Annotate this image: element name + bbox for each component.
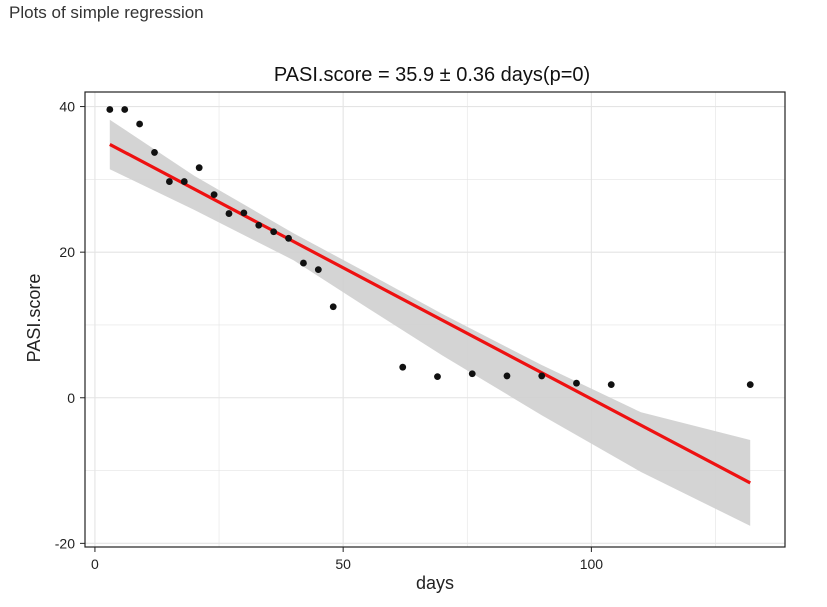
data-point [136, 120, 144, 128]
chart-title: PASI.score = 35.9 ± 0.36 days(p=0) [274, 64, 590, 86]
data-point [300, 259, 307, 267]
data-point [746, 381, 754, 389]
data-point [240, 209, 248, 217]
confidence-band-layer [109, 119, 751, 526]
data-point [270, 228, 278, 236]
data-point [180, 178, 188, 185]
y-tick-label: 40 [59, 99, 75, 115]
axis-ticks: 0 50 100 -20 0 20 40 [55, 99, 604, 572]
data-point [573, 379, 580, 387]
page-heading: Plots of simple regression [9, 3, 204, 22]
confidence-band [109, 119, 751, 526]
data-point [151, 149, 158, 156]
data-point [468, 370, 476, 378]
y-tick-label: 0 [67, 390, 75, 406]
x-tick-label: 0 [91, 556, 99, 572]
data-point [285, 234, 292, 242]
data-point [225, 210, 233, 217]
y-tick-label: -20 [55, 535, 75, 551]
y-axis-label: PASI.score [24, 274, 44, 363]
data-point [165, 178, 173, 185]
data-point [195, 164, 203, 172]
data-point [399, 363, 407, 371]
data-point [329, 303, 337, 311]
data-point [210, 191, 218, 199]
data-point [121, 106, 129, 113]
plot-border [84, 91, 786, 548]
x-tick-label: 50 [335, 556, 351, 572]
x-tick-label: 100 [580, 556, 604, 572]
data-point [434, 373, 441, 381]
data-point [106, 106, 114, 113]
data-point [538, 372, 546, 380]
data-points [106, 106, 754, 389]
fit-line-layer [109, 143, 751, 485]
data-point [314, 266, 322, 274]
x-axis-label: days [416, 573, 454, 593]
data-point [607, 381, 615, 389]
y-tick-label: 20 [59, 244, 75, 260]
data-point [255, 221, 263, 229]
data-point [503, 372, 511, 380]
fit-line [109, 143, 751, 485]
